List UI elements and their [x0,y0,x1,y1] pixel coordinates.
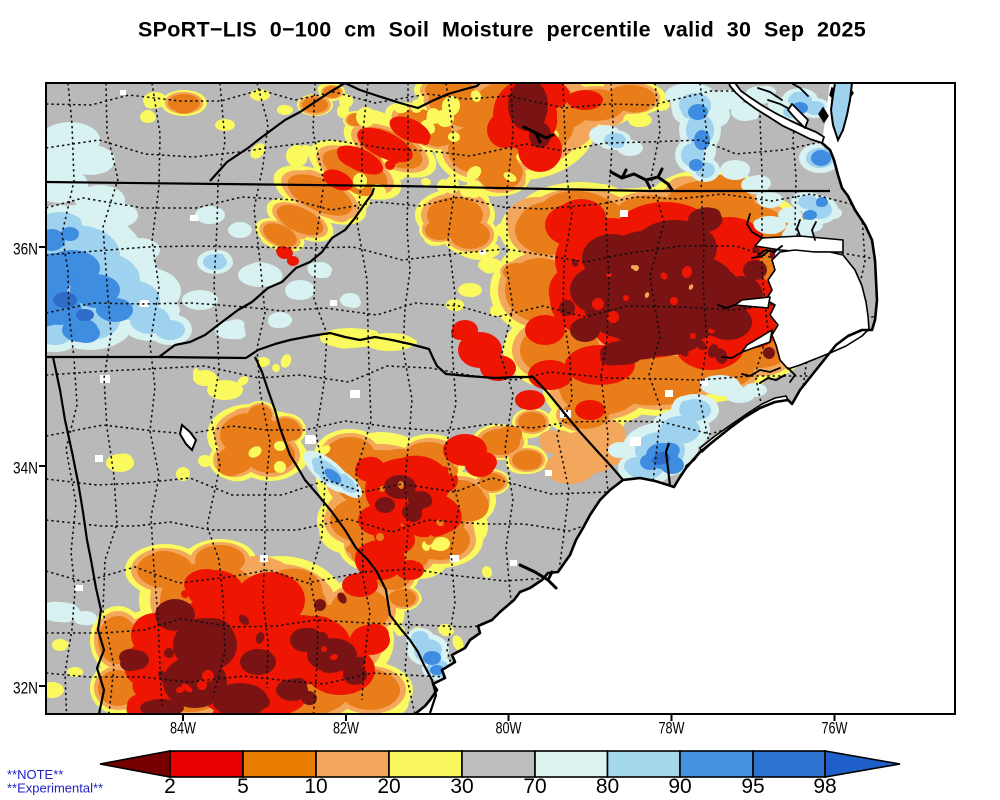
svg-text:95: 95 [741,775,764,798]
svg-text:78W: 78W [659,719,685,738]
svg-text:80: 80 [596,775,619,798]
svg-text:5: 5 [237,775,249,798]
svg-text:SPoRT−LIS 0−100 cm Soil Moistu: SPoRT−LIS 0−100 cm Soil Moisture percent… [138,18,866,42]
svg-text:10: 10 [304,775,327,798]
svg-text:**NOTE**: **NOTE** [7,767,63,782]
svg-text:84W: 84W [170,719,196,738]
svg-text:**Experimental**: **Experimental** [7,781,103,796]
svg-text:76W: 76W [822,719,848,738]
svg-text:70: 70 [523,775,546,798]
svg-text:80W: 80W [496,719,522,738]
svg-text:30: 30 [450,775,473,798]
svg-text:36N: 36N [13,240,38,259]
svg-text:2: 2 [164,775,176,798]
svg-text:82W: 82W [333,719,359,738]
svg-text:34N: 34N [13,459,38,478]
svg-text:20: 20 [377,775,400,798]
svg-text:32N: 32N [13,679,38,698]
svg-text:90: 90 [668,775,691,798]
svg-text:98: 98 [813,775,836,798]
